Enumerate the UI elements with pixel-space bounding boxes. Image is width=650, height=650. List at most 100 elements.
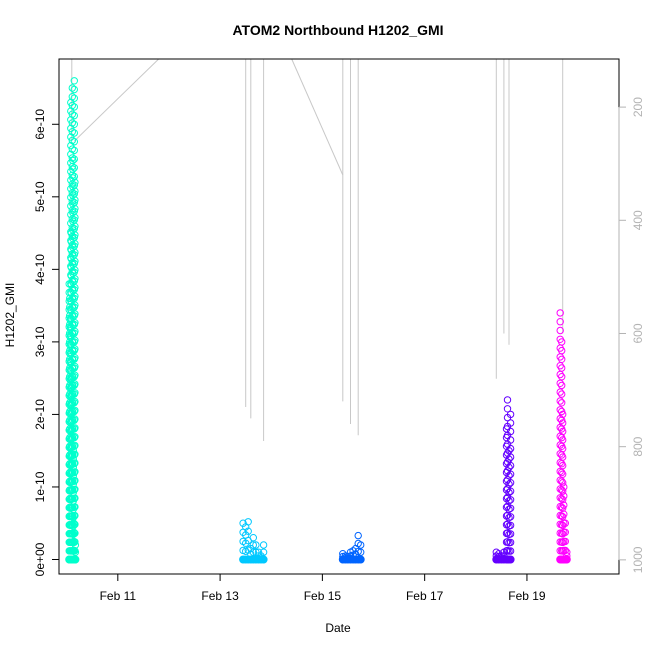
data-point — [556, 379, 564, 387]
data-point — [561, 537, 569, 546]
data-point — [559, 461, 567, 470]
data-point — [249, 534, 258, 542]
data-point — [71, 406, 79, 415]
data-point — [502, 503, 511, 511]
data-point — [71, 292, 79, 300]
y-axis-title: H1202_GMI — [3, 283, 17, 348]
data-point — [506, 470, 515, 478]
chart-title: ATOM2 Northbound H1202_GMI — [232, 22, 443, 38]
right-y-axis: 200 400 600 800 1000 — [618, 97, 645, 573]
data-point — [506, 444, 515, 453]
right-y-tick-label: 800 — [631, 436, 645, 456]
data-point — [70, 146, 79, 155]
data-point — [71, 389, 79, 397]
right-y-tick-label: 600 — [631, 323, 645, 343]
data-point — [259, 541, 268, 549]
data-point — [70, 164, 79, 172]
data-point — [70, 433, 79, 442]
y-axis: 0e+00 1e-10 2e-10 3e-10 4e-10 5e-10 6e-10 — [33, 109, 59, 576]
data-point — [71, 520, 79, 529]
data-point — [68, 93, 77, 101]
data-point — [558, 373, 566, 381]
data-point — [71, 257, 79, 265]
data-point — [71, 266, 79, 274]
x-tick-label: Feb 17 — [406, 589, 444, 603]
data-point — [69, 513, 78, 522]
data-point — [556, 318, 564, 326]
data-point — [505, 472, 513, 480]
data-point — [506, 410, 515, 419]
data-point — [70, 468, 79, 477]
data-point — [71, 222, 79, 230]
data-point — [561, 546, 569, 555]
data-point — [505, 505, 513, 513]
data-point — [71, 362, 79, 371]
data-point — [71, 529, 79, 537]
trace-line — [73, 58, 160, 142]
data-point — [69, 455, 78, 463]
data-point — [70, 94, 79, 102]
data-point — [252, 541, 260, 549]
data-point — [503, 529, 512, 537]
data-point — [506, 496, 515, 504]
data-point — [503, 538, 512, 546]
data-point — [71, 275, 79, 283]
data-point — [558, 468, 566, 477]
data-point — [71, 424, 79, 432]
x-tick-label: Feb 13 — [201, 589, 239, 603]
data-point — [244, 527, 252, 535]
data-point — [242, 539, 250, 547]
data-point — [560, 492, 568, 500]
data-point — [69, 200, 77, 208]
data-point — [70, 460, 79, 468]
data-point — [69, 463, 78, 472]
data-point — [68, 154, 77, 162]
data-point — [506, 427, 515, 436]
data-point — [244, 518, 252, 526]
data-point — [68, 84, 77, 92]
data-point — [506, 513, 515, 521]
x-axis-title: Date — [325, 621, 351, 635]
x-axis: Feb 11 Feb 13 Feb 15 Feb 17 Feb 19 — [100, 573, 546, 603]
trace-line — [291, 58, 344, 176]
x-tick-label: Feb 19 — [508, 589, 546, 603]
data-point — [68, 145, 77, 153]
data-point — [559, 470, 567, 478]
y-tick-label: 6e-10 — [33, 109, 47, 140]
data-point — [558, 338, 566, 346]
data-point — [71, 248, 79, 257]
data-point — [239, 519, 247, 527]
data-series — [65, 77, 80, 564]
data-point — [71, 433, 79, 441]
data-point — [69, 447, 78, 455]
data-point — [503, 396, 512, 404]
data-point — [71, 327, 79, 336]
data-point — [70, 85, 79, 94]
data-point — [560, 501, 568, 509]
data-point — [71, 319, 79, 327]
data-point — [506, 530, 515, 538]
y-tick-label: 0e+00 — [33, 542, 47, 576]
data-point — [558, 364, 566, 372]
data-point — [70, 486, 79, 494]
data-point — [71, 240, 79, 248]
data-point — [560, 519, 568, 527]
data-point — [69, 182, 77, 191]
data-point — [559, 496, 567, 504]
data-point — [69, 156, 77, 165]
data-point — [556, 370, 564, 379]
data-point — [71, 555, 80, 564]
data-point — [71, 503, 79, 511]
data-point — [556, 476, 564, 484]
right-y-tick-label: 1000 — [631, 546, 645, 573]
data-point — [70, 477, 79, 485]
data-point — [71, 283, 79, 292]
data-point — [558, 381, 566, 390]
right-y-tick-label: 200 — [631, 97, 645, 117]
data-point — [505, 488, 513, 497]
data-point — [71, 213, 79, 222]
data-point — [259, 555, 268, 564]
y-tick-label: 1e-10 — [33, 471, 47, 502]
data-point — [559, 453, 567, 461]
data-point — [556, 423, 564, 432]
